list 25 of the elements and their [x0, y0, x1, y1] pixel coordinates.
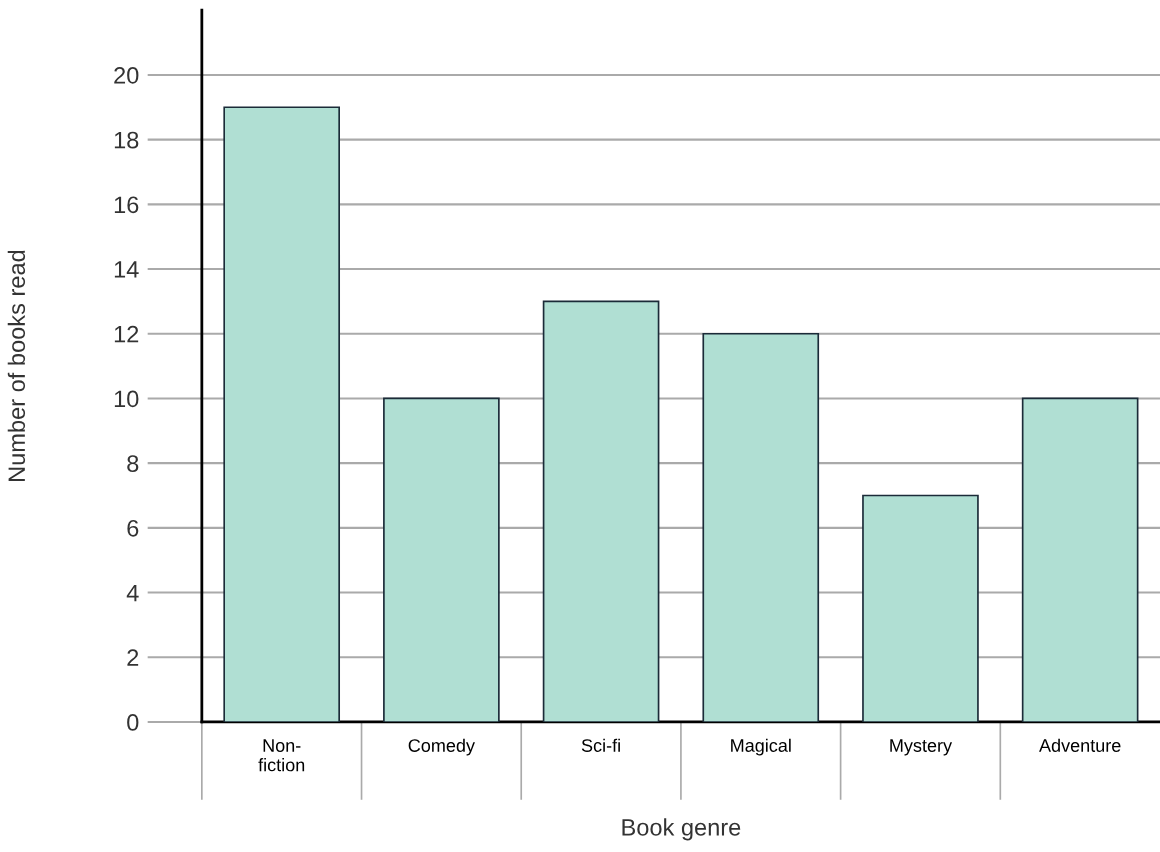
y-tick-label: 12 — [114, 325, 139, 343]
y-tick-label: 2 — [127, 649, 139, 666]
y-tick-label: 16 — [114, 196, 139, 214]
y-tick-label: 0 — [127, 714, 139, 731]
x-tick-label: Adventure — [1039, 738, 1121, 752]
y-tick-label: 20 — [114, 67, 139, 84]
y-tick-label: 6 — [127, 519, 139, 537]
x-tick-label: Magical — [731, 738, 791, 756]
x-tick-label: Non- fiction — [258, 739, 305, 772]
y-tick-label: 14 — [114, 261, 139, 278]
x-axis-title: Book genre — [622, 818, 741, 841]
bar — [542, 300, 660, 722]
y-tick-label: 4 — [126, 584, 139, 602]
bar — [1021, 397, 1139, 722]
y-tick-label: 10 — [114, 390, 139, 408]
x-tick-label: Mystery — [890, 739, 953, 756]
bar — [862, 494, 979, 722]
y-tick-label: 8 — [127, 455, 139, 472]
x-tick-label: Comedy — [408, 738, 475, 756]
y-tick-label: 18 — [114, 131, 139, 149]
bar — [383, 397, 500, 722]
bar — [223, 106, 341, 722]
y-axis-title: Number of books read — [7, 250, 26, 481]
bar — [702, 332, 820, 722]
x-tick-label: Sci-fi — [581, 738, 620, 752]
